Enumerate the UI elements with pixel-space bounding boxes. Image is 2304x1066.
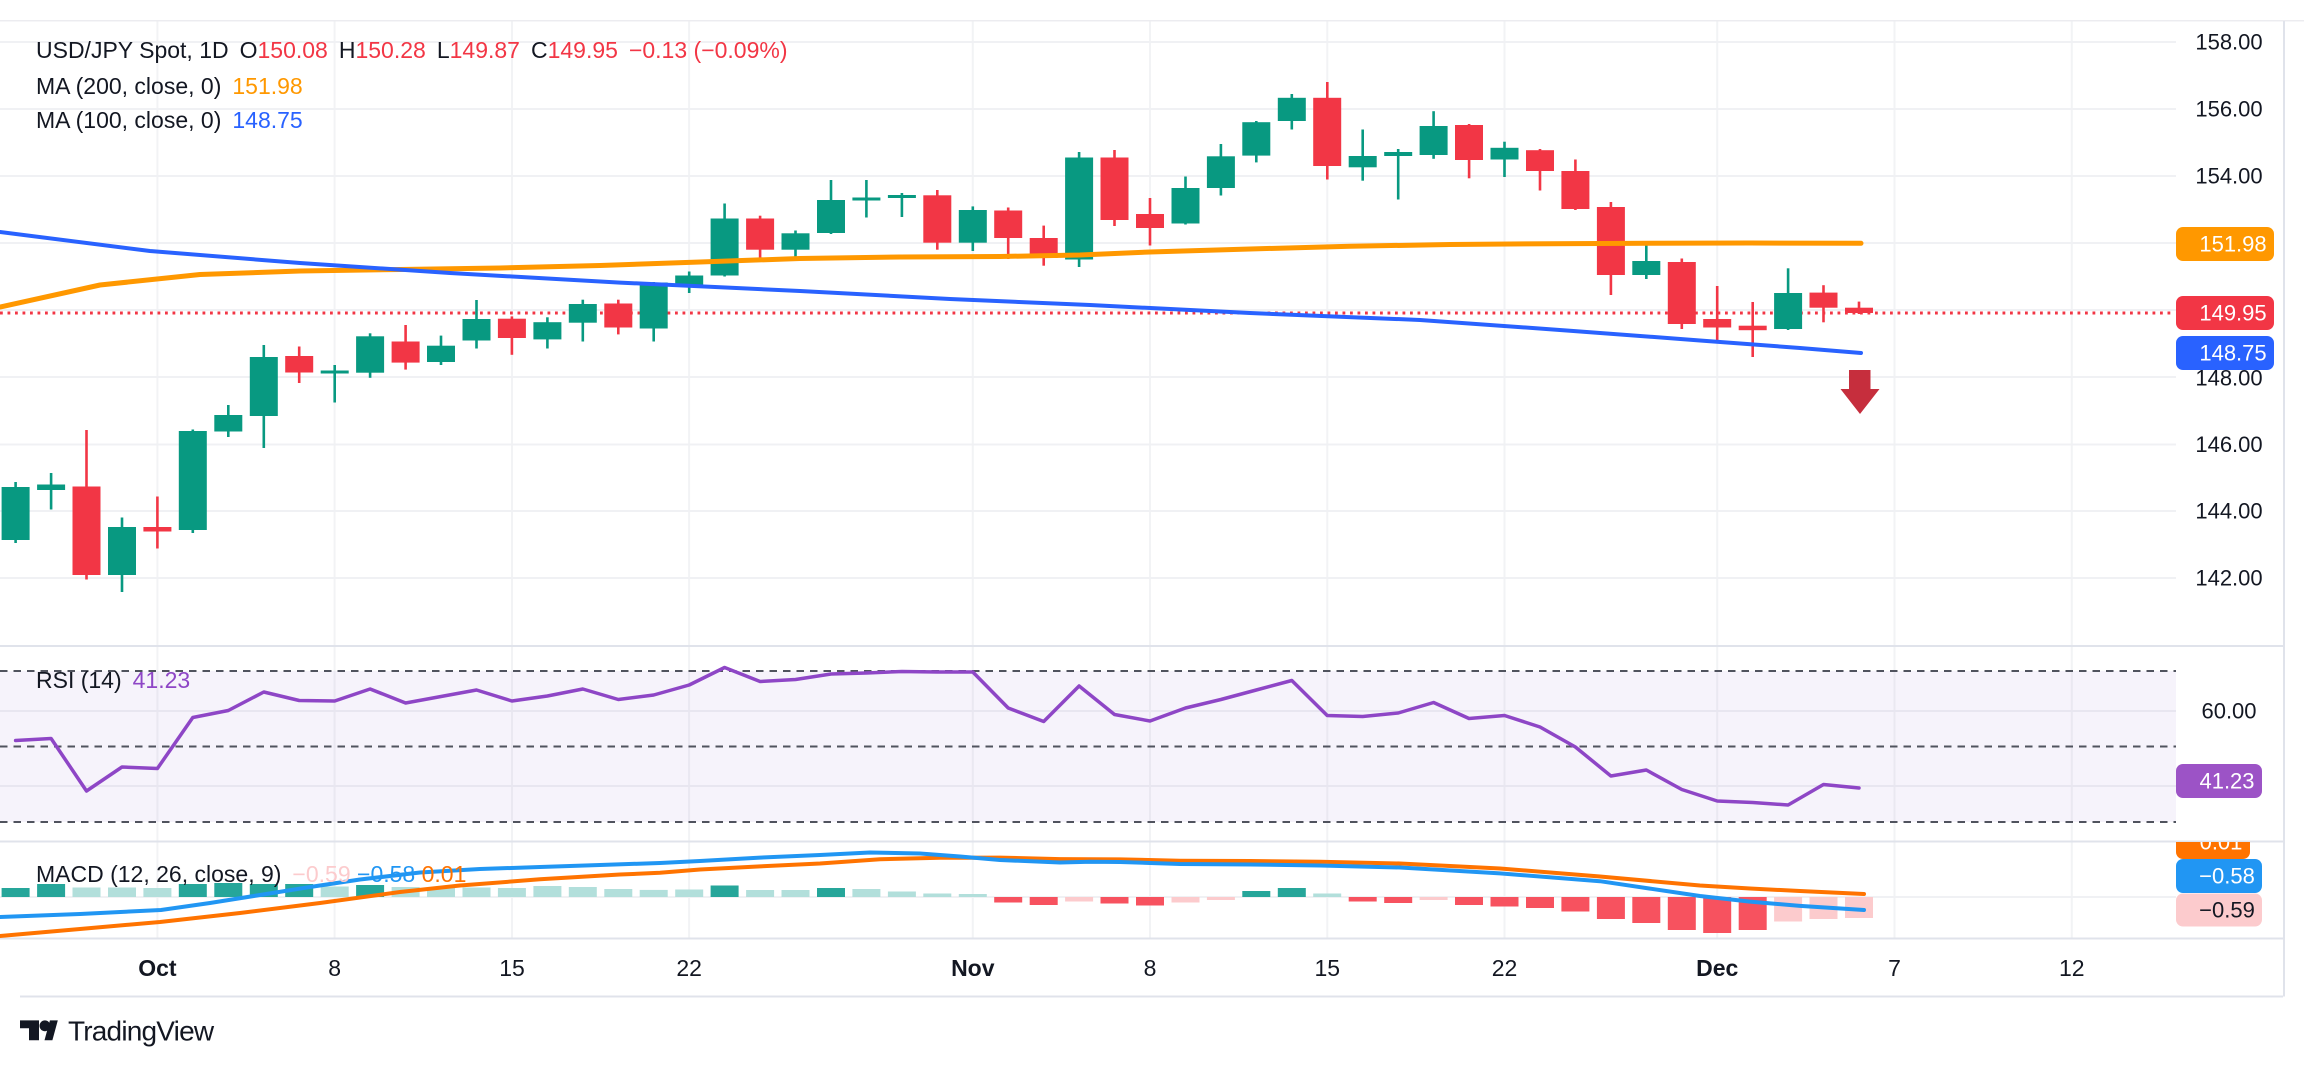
svg-text:148.75: 148.75 (2199, 341, 2266, 366)
svg-text:15: 15 (499, 955, 525, 981)
svg-text:151.98: 151.98 (2199, 232, 2266, 257)
svg-text:156.00: 156.00 (2195, 97, 2262, 122)
svg-text:22: 22 (1492, 955, 1518, 981)
svg-text:MA (200, close, 0) 151.98: MA (200, close, 0) 151.98 (36, 73, 303, 99)
svg-text:TradingView: TradingView (68, 1016, 215, 1047)
svg-text:149.95: 149.95 (2199, 301, 2266, 326)
svg-text:15: 15 (1315, 955, 1341, 981)
svg-text:22: 22 (676, 955, 702, 981)
svg-text:8: 8 (328, 955, 341, 981)
svg-text:158.00: 158.00 (2195, 30, 2262, 55)
svg-text:−0.58: −0.58 (2199, 864, 2255, 889)
svg-text:−0.59: −0.59 (2199, 898, 2255, 923)
svg-text:146.00: 146.00 (2195, 432, 2262, 457)
svg-text:0.01: 0.01 (2200, 830, 2243, 855)
svg-text:8: 8 (1144, 955, 1157, 981)
svg-text:60.00: 60.00 (2201, 699, 2256, 724)
svg-text:142.00: 142.00 (2195, 566, 2262, 591)
svg-text:Nov: Nov (951, 955, 995, 981)
svg-text:41.23: 41.23 (2199, 769, 2254, 794)
svg-text:USD/JPY Spot, 1D O150.08 H15: USD/JPY Spot, 1D O150.08 H150.28 L149.87… (36, 37, 788, 63)
svg-text:7: 7 (1888, 955, 1901, 981)
svg-text:RSI (14) 41.23: RSI (14) 41.23 (36, 667, 190, 693)
svg-text:12: 12 (2059, 955, 2085, 981)
svg-text:144.00: 144.00 (2195, 499, 2262, 524)
svg-text:154.00: 154.00 (2195, 164, 2262, 189)
svg-text:MA (100, close, 0) 148.75: MA (100, close, 0) 148.75 (36, 107, 303, 133)
svg-text:Dec: Dec (1696, 955, 1738, 981)
svg-text:MACD (12, 26, close, 9) −0.59: MACD (12, 26, close, 9) −0.59 −0.58 0.01 (36, 861, 466, 887)
svg-text:Oct: Oct (138, 955, 177, 981)
